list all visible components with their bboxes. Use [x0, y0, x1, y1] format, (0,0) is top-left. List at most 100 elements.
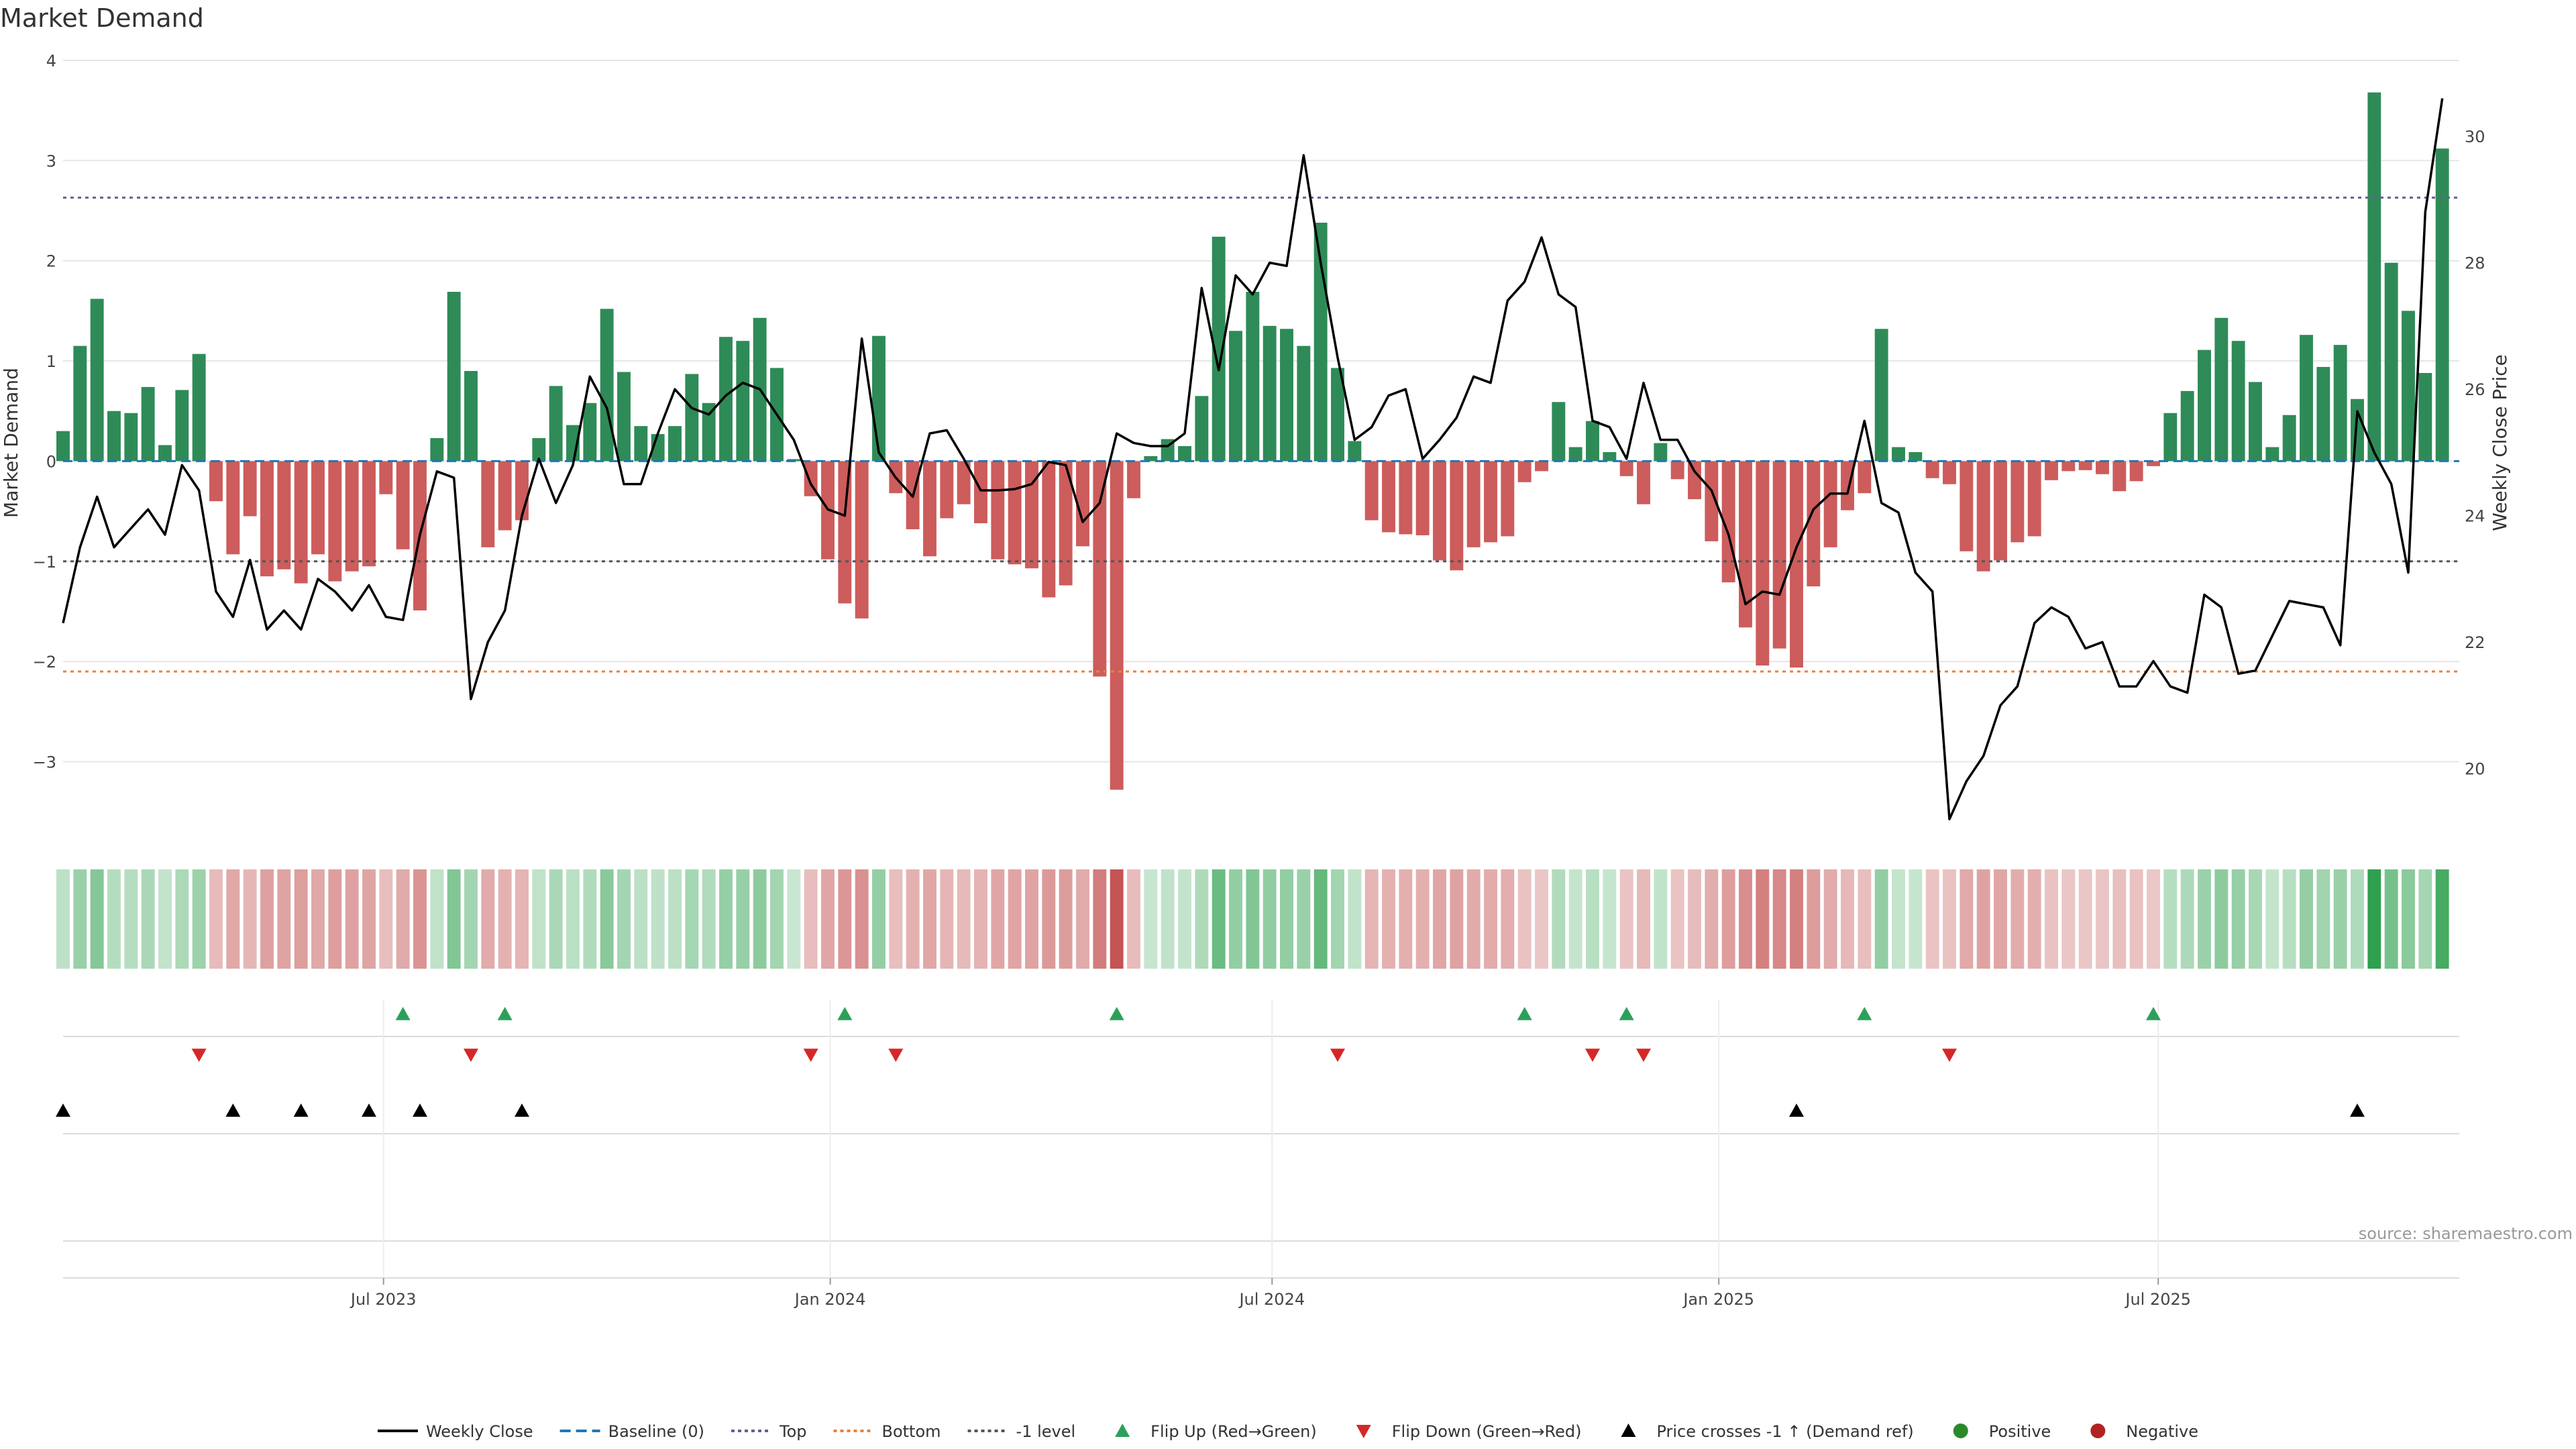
flip-up-marker	[1619, 1007, 1634, 1020]
strip-cell	[532, 869, 546, 969]
strip-cell	[294, 869, 308, 969]
demand-bar	[158, 445, 172, 462]
strip-cell	[362, 869, 376, 969]
demand-bar	[1705, 461, 1719, 541]
legend-label: Bottom	[882, 1422, 941, 1441]
demand-bar	[617, 372, 631, 462]
demand-bar	[974, 461, 987, 523]
strip-cell	[1110, 869, 1124, 969]
demand-bar	[243, 461, 257, 517]
strip-cell	[2282, 869, 2296, 969]
strip-cell	[787, 869, 801, 969]
strip-cell	[2300, 869, 2313, 969]
legend-symbol	[2090, 1424, 2106, 1438]
strip-cell	[2435, 869, 2449, 969]
demand-bar	[1874, 329, 1888, 462]
strip-cell	[1823, 869, 1837, 969]
strip-cell	[2351, 869, 2364, 969]
strip-cell	[1484, 869, 1497, 969]
strip-cell	[226, 869, 240, 969]
demand-bar	[1637, 461, 1650, 504]
demand-bar	[1909, 451, 1923, 462]
flip-down-marker	[191, 1049, 207, 1062]
strip-cell	[1195, 869, 1209, 969]
strip-cell	[838, 869, 852, 969]
demand-bar	[1178, 446, 1191, 462]
strip-cell	[1807, 869, 1821, 969]
demand-bar	[2316, 367, 2330, 462]
demand-bar	[345, 461, 359, 572]
strip-cell	[1552, 869, 1566, 969]
flip-down-marker	[803, 1049, 818, 1062]
legend-symbol	[1356, 1425, 1371, 1438]
demand-bar	[1943, 461, 1956, 484]
demand-bar	[2027, 461, 2041, 537]
flip-up-marker	[497, 1007, 513, 1020]
strip-cell	[1874, 869, 1888, 969]
strip-cell	[2402, 869, 2415, 969]
strip-cell	[2147, 869, 2160, 969]
demand-bar	[2333, 345, 2347, 462]
strip-cell	[2384, 869, 2398, 969]
strip-cell	[2078, 869, 2092, 969]
flip-up-marker	[2146, 1007, 2161, 1020]
strip-cell	[872, 869, 885, 969]
demand-bar	[2112, 461, 2127, 492]
strip-cell	[889, 869, 903, 969]
demand-bar	[2384, 262, 2398, 462]
strip-cell	[1364, 869, 1379, 969]
strip-cell	[2249, 869, 2262, 969]
strip-cell	[1297, 869, 1311, 969]
legend-item: Bottom	[833, 1422, 941, 1441]
legend-item: Flip Up (Red→Green)	[1115, 1422, 1317, 1441]
demand-bar	[311, 461, 325, 555]
strip-cell	[566, 869, 580, 969]
demand-bar	[1008, 461, 1022, 565]
y-tick-label: 3	[46, 152, 56, 170]
demand-bar	[1484, 461, 1497, 543]
event-markers	[56, 1007, 2365, 1117]
strip-cell	[1059, 869, 1073, 969]
demand-bar	[1501, 461, 1515, 537]
demand-bar	[583, 402, 597, 462]
demand-heat-strip	[56, 869, 2449, 969]
strip-cell	[515, 869, 529, 969]
strip-cell	[1144, 869, 1158, 969]
price-cross-marker	[515, 1104, 529, 1117]
strip-cell	[2045, 869, 2058, 969]
demand-bar	[277, 461, 291, 570]
demand-bar	[362, 461, 376, 567]
y-tick-label: 4	[46, 52, 56, 70]
demand-bar	[1399, 461, 1413, 535]
strip-cell	[1772, 869, 1786, 969]
strip-cell	[311, 869, 325, 969]
demand-bar	[1415, 461, 1430, 535]
demand-bar	[2147, 461, 2160, 466]
strip-cell	[328, 869, 342, 969]
demand-bar	[1450, 461, 1464, 571]
strip-cell	[1263, 869, 1277, 969]
strip-cell	[634, 869, 648, 969]
legend-item: Positive	[1953, 1422, 2051, 1441]
strip-cell	[1688, 869, 1701, 969]
demand-bar	[1688, 461, 1701, 500]
demand-bar	[991, 461, 1005, 559]
strip-cell	[2096, 869, 2109, 969]
price-cross-marker	[56, 1104, 70, 1117]
strip-cell	[974, 869, 987, 969]
strip-cell	[1382, 869, 1395, 969]
demand-bar	[1960, 461, 1974, 551]
strip-cell	[2027, 869, 2041, 969]
reference-lines	[63, 197, 2459, 673]
demand-bar	[1568, 447, 1582, 462]
demand-bar	[209, 461, 223, 502]
demand-bar	[1093, 461, 1107, 677]
strip-cell	[124, 869, 138, 969]
price-cross-marker	[293, 1104, 309, 1117]
strip-cell	[1721, 869, 1735, 969]
demand-bar	[175, 390, 189, 462]
strip-cell	[73, 869, 87, 969]
x-tick-label: Jul 2024	[1238, 1290, 1305, 1309]
demand-bar	[498, 461, 512, 531]
strip-cell	[855, 869, 869, 969]
